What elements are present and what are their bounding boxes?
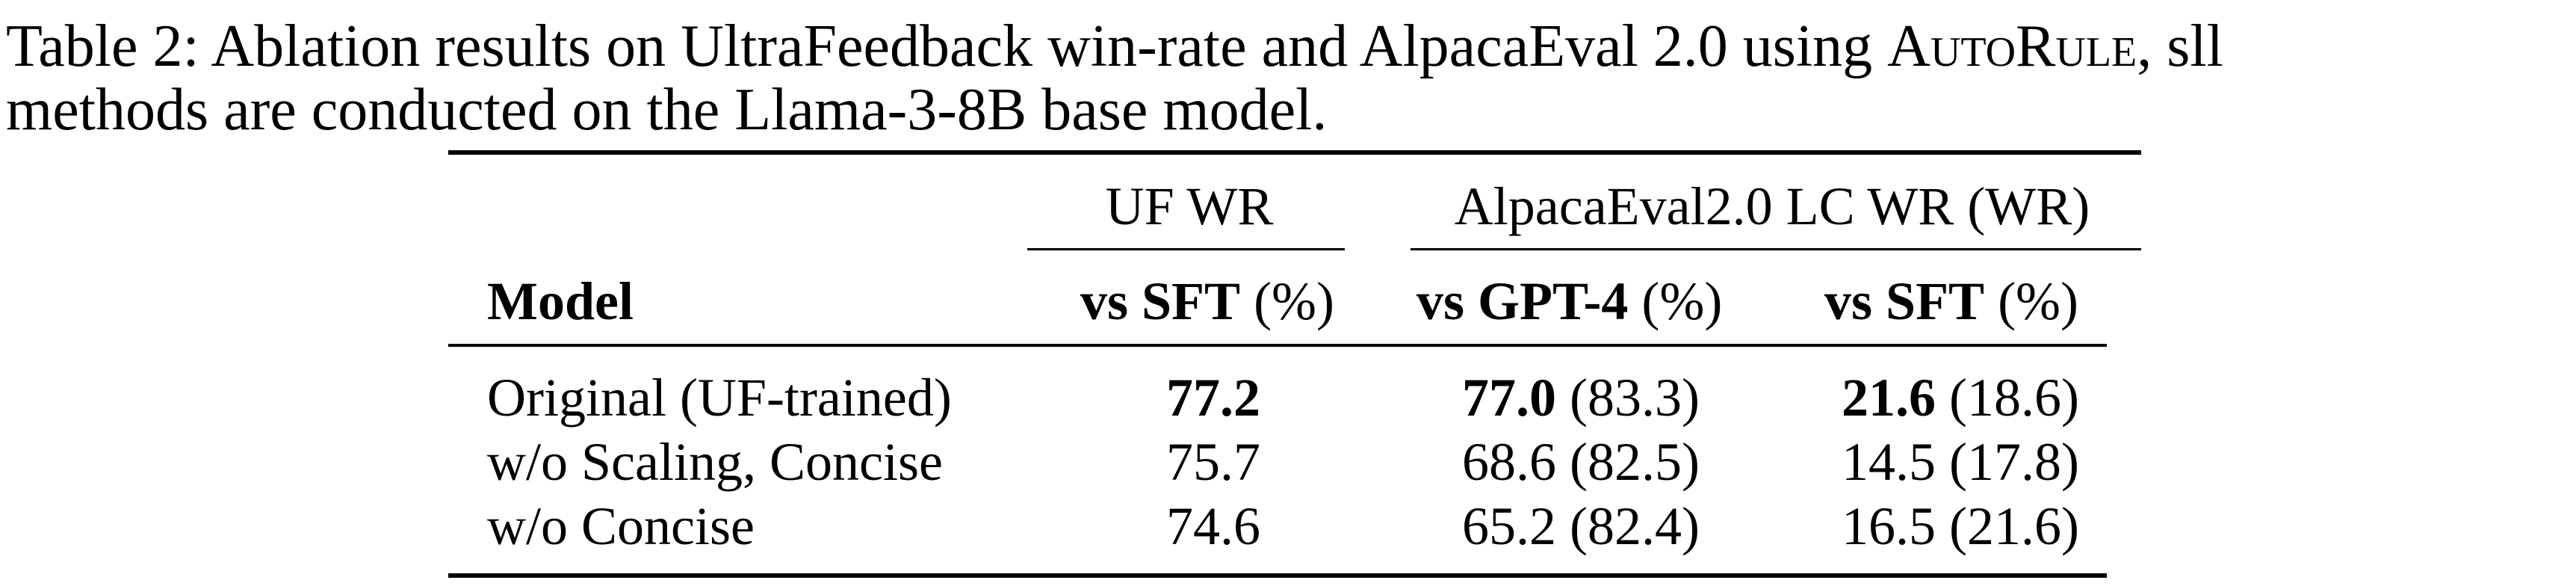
column-header-vs-gpt4: vs GPT-4 (%): [1417, 271, 1722, 331]
value-wr: (83.3): [1556, 368, 1700, 428]
column-header-uf-vs-sft: vs SFT (%): [1080, 271, 1334, 331]
header-unit: (%): [1628, 271, 1723, 331]
cmidrule-uf: [1027, 248, 1345, 250]
model-cell: w/o Scaling, Concise: [487, 432, 943, 492]
header-text: vs GPT-4: [1417, 271, 1629, 331]
value-wr: (82.5): [1556, 432, 1700, 492]
uf-cell: 74.6: [1166, 496, 1260, 556]
header-unit: (%): [1240, 271, 1334, 331]
value: 65.2: [1462, 496, 1557, 556]
group-header-alpaca: AlpacaEval2.0 LC WR (WR): [1454, 176, 2090, 236]
column-header-vs-sft: vs SFT (%): [1824, 271, 2078, 331]
gpt4-cell: 77.0 (83.3): [1462, 368, 1700, 428]
column-header-model: Model: [487, 271, 634, 331]
sft-cell: 14.5 (17.8): [1842, 432, 2079, 492]
value: 16.5: [1842, 496, 1936, 556]
caption-text: Table 2: Ablation results on UltraFeedba…: [6, 13, 1888, 79]
bottom-rule: [448, 573, 2107, 578]
model-cell: w/o Concise: [487, 496, 755, 556]
gpt4-cell: 65.2 (82.4): [1462, 496, 1700, 556]
gpt4-cell: 68.6 (82.5): [1462, 432, 1700, 492]
mid-rule: [448, 344, 2107, 347]
caption-text: , sll: [2137, 13, 2223, 79]
value-wr: (18.6): [1936, 368, 2079, 428]
value: 77.2: [1166, 368, 1260, 428]
cmidrule-alpaca: [1411, 248, 2141, 250]
model-cell: Original (UF-trained): [487, 368, 952, 428]
value: 14.5: [1842, 432, 1936, 492]
group-header-uf: UF WR: [1105, 176, 1274, 236]
header-unit: (%): [1984, 271, 2079, 331]
sft-cell: 16.5 (21.6): [1842, 496, 2079, 556]
caption-line-1: Table 2: Ablation results on UltraFeedba…: [6, 13, 2223, 79]
top-rule: [448, 150, 2141, 155]
value: 77.0: [1462, 368, 1557, 428]
caption-line-2: methods are conducted on the Llama-3-8B …: [6, 77, 1328, 143]
value-wr: (82.4): [1556, 496, 1700, 556]
header-text: vs SFT: [1080, 271, 1241, 331]
value: 68.6: [1462, 432, 1557, 492]
uf-cell: 77.2: [1166, 368, 1260, 428]
method-name: AutoRule: [1887, 13, 2137, 79]
value: 21.6: [1842, 368, 1936, 428]
value-wr: (17.8): [1936, 432, 2079, 492]
header-text: Model: [487, 271, 634, 331]
value-wr: (21.6): [1936, 496, 2079, 556]
sft-cell: 21.6 (18.6): [1842, 368, 2079, 428]
uf-cell: 75.7: [1166, 432, 1260, 492]
header-text: vs SFT: [1824, 271, 1985, 331]
